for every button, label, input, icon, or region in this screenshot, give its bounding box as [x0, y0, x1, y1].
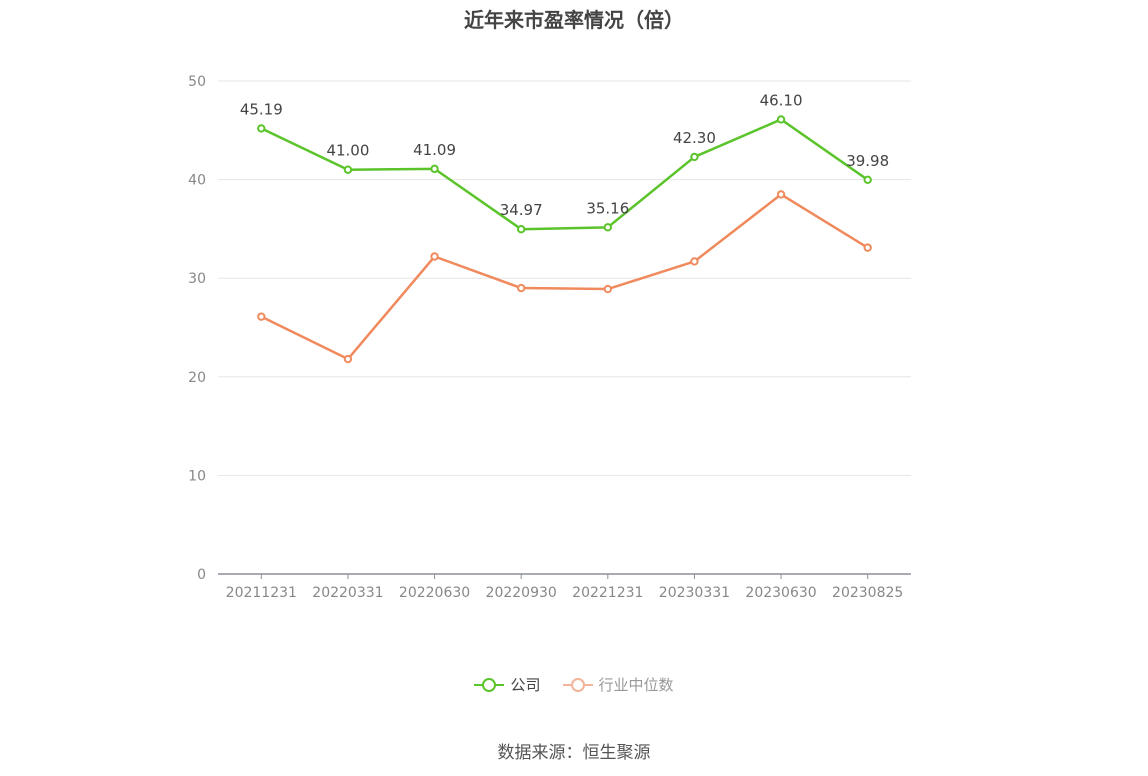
data-point — [690, 152, 699, 162]
chart-title: 近年来市盈率情况（倍） — [464, 8, 684, 32]
data-label: 34.97 — [500, 201, 543, 219]
y-tick-label: 50 — [188, 74, 206, 90]
data-label: 46.10 — [760, 91, 803, 109]
legend-label-industry: 行业中位数 — [598, 676, 674, 694]
x-tick-label: 20220331 — [312, 585, 383, 601]
x-tick-label: 20220930 — [486, 585, 557, 601]
data-point — [603, 284, 613, 294]
legend-label-company: 公司 — [510, 676, 541, 694]
legend-item-industry[interactable]: 行业中位数 — [562, 674, 674, 695]
x-tick-label: 20230331 — [659, 585, 730, 601]
legend-marker-industry — [562, 677, 593, 692]
data-point — [343, 354, 353, 364]
y-tick-label: 30 — [188, 271, 206, 287]
x-tick-label: 20230825 — [832, 585, 903, 601]
line-chart: 0 10 20 30 40 50 20211231 20220331 20220630 2022… — [188, 74, 911, 601]
data-point — [863, 175, 872, 184]
legend: 公司 行业中位数 — [0, 674, 1148, 695]
data-label: 45.19 — [240, 100, 283, 118]
y-tick-label: 10 — [188, 468, 206, 484]
data-label: 35.16 — [586, 199, 629, 217]
data-point — [863, 243, 872, 252]
data-point — [516, 224, 526, 234]
x-tick-label: 20221231 — [572, 585, 643, 601]
data-point — [343, 165, 353, 174]
x-tick-label: 20211231 — [226, 585, 297, 601]
x-axis: 20211231 20220331 20220630 20220930 20221231… — [218, 573, 911, 601]
data-point — [516, 283, 526, 293]
data-source: 数据来源：恒生聚源 — [497, 743, 651, 763]
series-line-industry — [260, 193, 869, 361]
data-point — [257, 312, 266, 321]
y-tick-label: 0 — [197, 567, 206, 583]
data-label: 39.98 — [846, 152, 889, 170]
data-point — [430, 164, 439, 174]
x-tick-label: 20230630 — [745, 585, 816, 601]
data-point — [603, 223, 613, 232]
y-axis: 0 10 20 30 40 50 — [188, 74, 206, 583]
data-point — [430, 252, 439, 261]
series-group: 45.19 41.00 41.09 34.97 35.16 42.30 46.10 39.98 — [240, 91, 889, 364]
data-point — [776, 190, 786, 199]
data-point — [690, 257, 699, 266]
y-tick-label: 40 — [188, 173, 206, 189]
x-tick-label: 20220630 — [399, 585, 470, 601]
legend-item-company[interactable]: 公司 — [474, 674, 541, 695]
data-label: 41.09 — [413, 141, 456, 159]
legend-marker-company — [474, 677, 505, 692]
y-tick-label: 20 — [188, 370, 206, 386]
data-point — [257, 124, 266, 133]
data-label: 42.30 — [673, 129, 716, 147]
data-label: 41.00 — [326, 142, 369, 160]
series-line-company — [260, 118, 869, 231]
data-point — [776, 115, 786, 124]
gridlines — [218, 80, 911, 476]
